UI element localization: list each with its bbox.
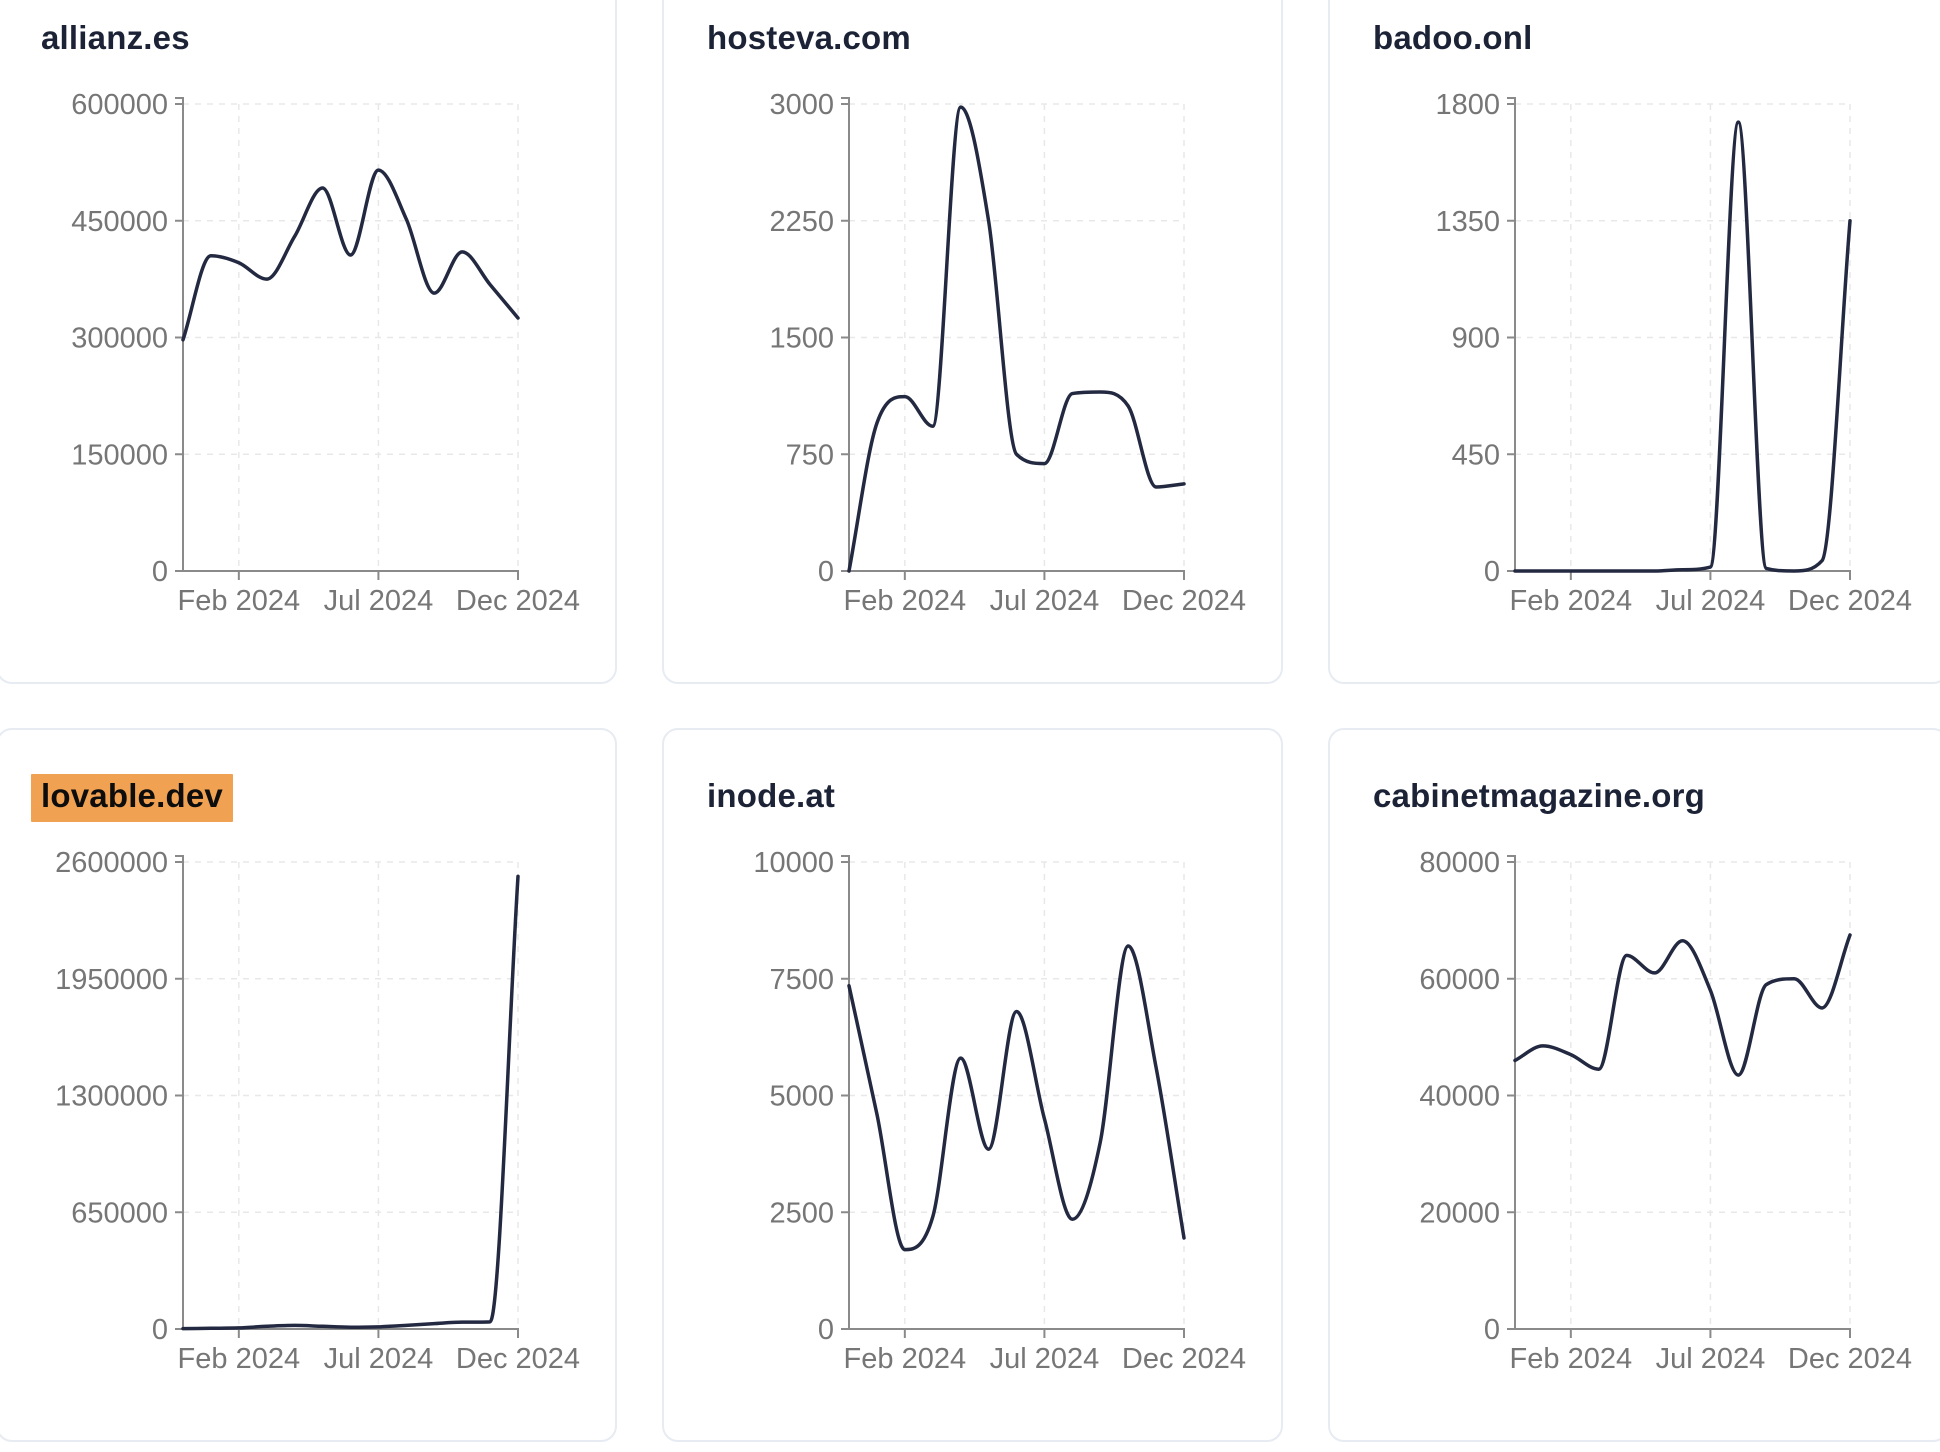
svg-text:Feb 2024: Feb 2024: [1510, 585, 1633, 617]
svg-text:450: 450: [1452, 439, 1500, 471]
line-chart: 0 750 1500 2250 3000 Feb 2024 Jul 2024 Dec 2024: [769, 89, 1246, 617]
svg-text:20000: 20000: [1419, 1197, 1500, 1229]
svg-text:Jul 2024: Jul 2024: [990, 585, 1100, 617]
svg-text:10000: 10000: [753, 847, 834, 879]
domain-card[interactable]: badoo.onl 0 450 900 1350 1800 Feb 2024 Jul 202…: [1328, 0, 1940, 684]
chart-title-highlighted: lovable.dev: [31, 774, 233, 822]
svg-text:750: 750: [786, 439, 834, 471]
svg-text:900: 900: [1452, 323, 1500, 355]
card-header: inode.at: [707, 774, 845, 822]
svg-text:5000: 5000: [769, 1081, 834, 1113]
svg-text:1350: 1350: [1435, 206, 1500, 238]
svg-text:7500: 7500: [769, 964, 834, 996]
card-header: cabinetmagazine.org: [1373, 774, 1715, 822]
domain-card[interactable]: inode.at 0 2500 5000 7500 10000 Feb 2024 Jul 2…: [662, 728, 1283, 1442]
card-header: lovable.dev: [31, 774, 233, 822]
svg-text:Jul 2024: Jul 2024: [324, 1343, 434, 1375]
svg-text:Dec 2024: Dec 2024: [1122, 585, 1246, 617]
svg-text:Jul 2024: Jul 2024: [1656, 1343, 1766, 1375]
chart-title: hosteva.com: [707, 19, 911, 56]
svg-text:80000: 80000: [1419, 847, 1500, 879]
svg-text:450000: 450000: [71, 206, 168, 238]
svg-text:Dec 2024: Dec 2024: [1788, 1343, 1912, 1375]
chart-title: allianz.es: [41, 19, 190, 56]
svg-text:600000: 600000: [71, 89, 168, 121]
svg-text:0: 0: [152, 556, 168, 588]
svg-text:150000: 150000: [71, 439, 168, 471]
card-header: allianz.es: [41, 16, 200, 64]
svg-text:2500: 2500: [769, 1197, 834, 1229]
svg-text:3000: 3000: [769, 89, 834, 121]
line-chart: 0 150000 300000 450000 600000 Feb 2024 Jul 202…: [71, 89, 580, 617]
svg-text:650000: 650000: [71, 1197, 168, 1229]
line-chart: 0 20000 40000 60000 80000 Feb 2024 Jul 2024 Dec…: [1419, 847, 1912, 1375]
svg-text:Feb 2024: Feb 2024: [844, 585, 967, 617]
svg-text:1950000: 1950000: [55, 964, 168, 996]
domain-card[interactable]: lovable.dev 0 650000 1300000 1950000 2600000…: [0, 728, 617, 1442]
line-chart: 0 450 900 1350 1800 Feb 2024 Jul 2024 Dec 2024: [1435, 89, 1912, 617]
svg-text:Dec 2024: Dec 2024: [1788, 585, 1912, 617]
svg-text:0: 0: [1484, 1314, 1500, 1346]
svg-text:300000: 300000: [71, 323, 168, 355]
svg-text:0: 0: [818, 556, 834, 588]
svg-text:Dec 2024: Dec 2024: [1122, 1343, 1246, 1375]
svg-text:2600000: 2600000: [55, 847, 168, 879]
line-chart: 0 650000 1300000 1950000 2600000 Feb 2024 Jul …: [55, 847, 580, 1375]
svg-text:Jul 2024: Jul 2024: [324, 585, 434, 617]
svg-text:Jul 2024: Jul 2024: [990, 1343, 1100, 1375]
svg-text:40000: 40000: [1419, 1081, 1500, 1113]
svg-text:Dec 2024: Dec 2024: [456, 585, 580, 617]
chart-title: inode.at: [707, 777, 836, 814]
svg-text:Jul 2024: Jul 2024: [1656, 585, 1766, 617]
domain-card[interactable]: hosteva.com 0 750 1500 2250 3000 Feb 2024 Jul …: [662, 0, 1283, 684]
domain-card[interactable]: allianz.es 0 150000 300000 450000 600000 Feb …: [0, 0, 617, 684]
line-chart: 0 2500 5000 7500 10000 Feb 2024 Jul 2024 Dec 20…: [753, 847, 1246, 1375]
svg-text:Feb 2024: Feb 2024: [1510, 1343, 1633, 1375]
svg-text:1500: 1500: [769, 323, 834, 355]
svg-text:1300000: 1300000: [55, 1081, 168, 1113]
card-header: badoo.onl: [1373, 16, 1542, 64]
svg-text:0: 0: [818, 1314, 834, 1346]
svg-text:2250: 2250: [769, 206, 834, 238]
svg-text:0: 0: [152, 1314, 168, 1346]
svg-text:Feb 2024: Feb 2024: [178, 1343, 301, 1375]
svg-text:Dec 2024: Dec 2024: [456, 1343, 580, 1375]
svg-text:Feb 2024: Feb 2024: [844, 1343, 967, 1375]
card-header: hosteva.com: [707, 16, 921, 64]
svg-text:60000: 60000: [1419, 964, 1500, 996]
svg-text:0: 0: [1484, 556, 1500, 588]
svg-text:Feb 2024: Feb 2024: [178, 585, 301, 617]
chart-title: badoo.onl: [1373, 19, 1533, 56]
chart-title: cabinetmagazine.org: [1373, 777, 1706, 814]
svg-text:1800: 1800: [1435, 89, 1500, 121]
domain-card[interactable]: cabinetmagazine.org 0 20000 40000 60000 8000…: [1328, 728, 1940, 1442]
